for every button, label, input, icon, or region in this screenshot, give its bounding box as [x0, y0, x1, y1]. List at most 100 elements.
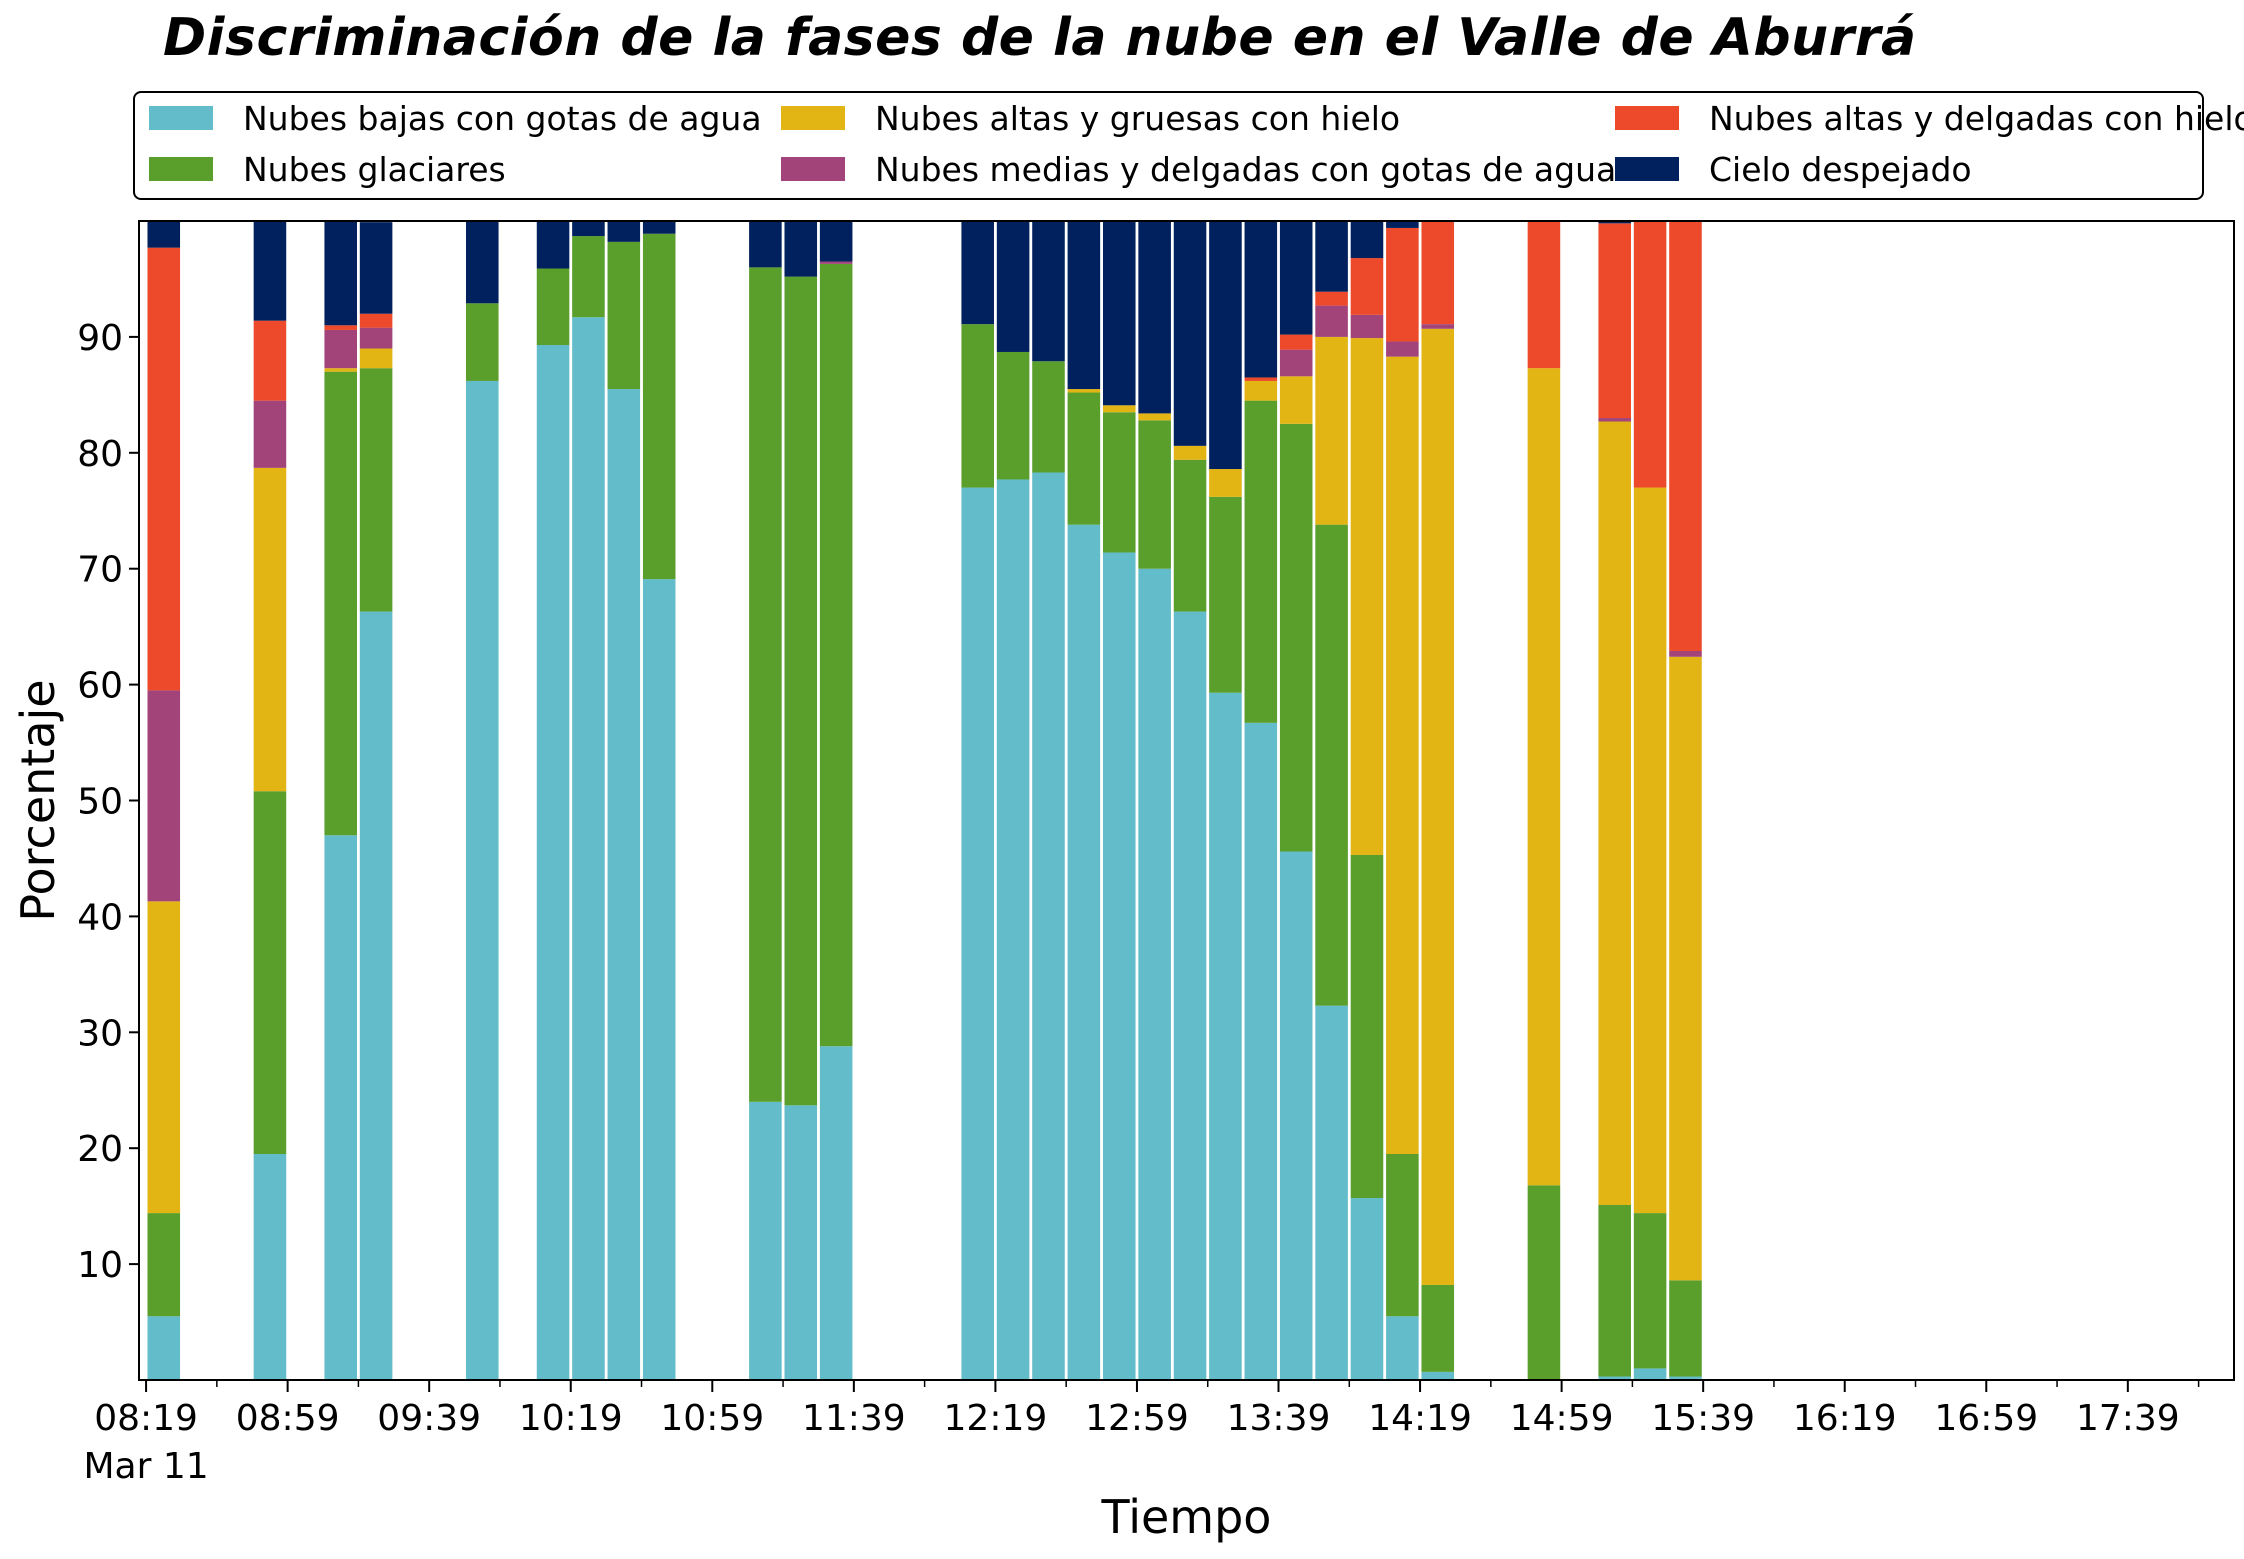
- bar-segment: [1279, 423, 1313, 852]
- x-tick-label: 17:39: [2076, 1398, 2180, 1439]
- legend-swatch: [149, 157, 213, 181]
- bar-segment: [819, 1046, 853, 1380]
- bar-segment: [1279, 221, 1313, 335]
- bar-segment: [1209, 692, 1242, 1380]
- bar-segment: [819, 263, 853, 1047]
- legend-item-cielo-despejado: Cielo despejado: [1615, 149, 1972, 189]
- bar-segment: [324, 221, 357, 326]
- bar-segment: [1244, 221, 1278, 378]
- bar-segment: [1138, 420, 1171, 569]
- bar-segment: [784, 276, 818, 1106]
- bar-segment: [1421, 324, 1455, 329]
- bar-segment: [1315, 524, 1348, 1006]
- bar-segment: [147, 690, 181, 902]
- bar-segment: [1209, 469, 1242, 497]
- chart-title: Discriminación de la fases de la nube en…: [163, 8, 1917, 68]
- y-tick-label: 70: [77, 550, 123, 591]
- bar-segment: [1209, 496, 1242, 693]
- bar-segment: [359, 348, 393, 369]
- x-tick-label: 12:59: [1085, 1398, 1189, 1439]
- bar-segment: [1067, 524, 1101, 1380]
- bar-segment: [1173, 459, 1207, 612]
- bar-segment: [1138, 221, 1171, 414]
- bar-segment: [1315, 1005, 1348, 1380]
- y-tick-label: 30: [77, 1013, 123, 1054]
- bar-segment: [359, 313, 393, 328]
- bar-segment: [324, 325, 357, 330]
- bar-segment: [1209, 221, 1242, 470]
- x-tick-label: 08:19: [94, 1398, 198, 1439]
- bar-segment: [1102, 412, 1136, 553]
- bar-segment: [1173, 611, 1207, 1380]
- x-tick-label: 12:19: [944, 1398, 1048, 1439]
- bar-segment: [147, 901, 181, 1214]
- bar-segment: [1386, 1153, 1419, 1317]
- bar-segment: [642, 221, 676, 234]
- bar-segment: [1421, 328, 1455, 1285]
- bar-segment: [1598, 223, 1631, 419]
- y-axis-label: Porcentaje: [11, 679, 65, 921]
- bar-segment: [1032, 361, 1065, 473]
- bar-segment: [1421, 1284, 1455, 1372]
- bar-segment: [1173, 221, 1207, 446]
- y-tick-label: 40: [77, 897, 123, 938]
- bar-segment: [1598, 1204, 1631, 1377]
- bar-segment: [642, 579, 676, 1380]
- bar-segment: [1598, 421, 1631, 1205]
- bar-segment: [1669, 1280, 1702, 1377]
- bar-segment: [1350, 258, 1384, 315]
- bar-segment: [961, 221, 994, 325]
- bar-segment: [1386, 227, 1419, 342]
- y-tick-label: 90: [77, 318, 123, 359]
- y-tick-label: 50: [77, 782, 123, 823]
- legend-label: Nubes altas y delgadas con hielo: [1709, 98, 2244, 138]
- chart-legend: Nubes bajas con gotas de agua Nubes glac…: [133, 91, 2244, 200]
- y-tick-label: 20: [77, 1129, 123, 1170]
- bar-segment: [572, 317, 605, 1381]
- bar-segment: [819, 261, 853, 264]
- legend-swatch: [149, 106, 213, 130]
- x-tick-label: 08:59: [236, 1398, 340, 1439]
- bar-segment: [465, 380, 499, 1380]
- bar-segment: [1669, 221, 1702, 651]
- bar-segment: [1315, 336, 1348, 525]
- bar-segment: [1669, 656, 1702, 1281]
- bar-segment: [996, 351, 1030, 480]
- bar-segment: [1032, 221, 1065, 362]
- bar-segment: [253, 221, 287, 321]
- legend-swatch: [1615, 106, 1679, 130]
- legend-swatch: [781, 157, 845, 181]
- bar-segment: [996, 479, 1030, 1381]
- bar-segment: [253, 791, 287, 1154]
- x-axis-label: Tiempo: [1101, 1490, 1272, 1544]
- bar-segment: [1350, 338, 1384, 855]
- legend-item-nubes-medias: Nubes medias y delgadas con gotas de agu…: [781, 149, 1616, 189]
- bar-segment: [1102, 552, 1136, 1380]
- bar-segment: [572, 221, 605, 237]
- legend-swatch: [1615, 157, 1679, 181]
- x-tick-label: 09:39: [377, 1398, 481, 1439]
- bar-segment: [1315, 291, 1348, 306]
- x-tick-label: 14:59: [1510, 1398, 1614, 1439]
- legend-label: Nubes glaciares: [243, 149, 506, 189]
- bar-segment: [359, 611, 393, 1380]
- bar-segment: [784, 1105, 818, 1380]
- bar-segment: [996, 221, 1030, 352]
- bar-segment: [359, 368, 393, 612]
- bar-segment: [1386, 1316, 1419, 1380]
- bar-segment: [607, 221, 641, 242]
- legend-swatch: [781, 106, 845, 130]
- bar-segment: [1032, 472, 1065, 1380]
- bar-segment: [1315, 221, 1348, 292]
- bar-segment: [607, 241, 641, 390]
- x-tick-label: 11:39: [802, 1398, 906, 1439]
- bar-segment: [1173, 445, 1207, 460]
- bar-segment: [642, 233, 676, 580]
- bar-segment: [536, 345, 570, 1380]
- bar-segment: [1244, 722, 1278, 1380]
- bar-segment: [1102, 405, 1136, 413]
- bar-segment: [1633, 1368, 1667, 1380]
- bar-segment: [1067, 389, 1101, 393]
- bar-segment: [147, 247, 181, 691]
- bar-segment: [1386, 341, 1419, 357]
